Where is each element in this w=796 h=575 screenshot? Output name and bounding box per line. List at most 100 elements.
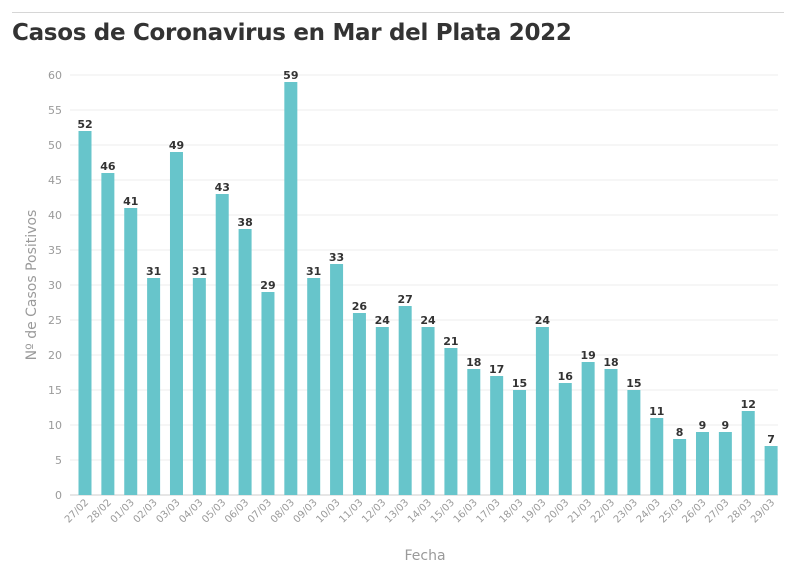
data-label: 24 <box>535 314 551 327</box>
x-axis-title: Fecha <box>404 548 445 564</box>
bar <box>490 376 504 495</box>
bar <box>169 152 183 495</box>
x-tick-label: 24/03 <box>635 497 663 525</box>
y-tick-label: 25 <box>48 314 62 327</box>
x-tick-label: 23/03 <box>612 497 640 525</box>
data-label: 43 <box>215 181 230 194</box>
bar <box>650 418 664 495</box>
y-tick-label: 35 <box>48 244 62 257</box>
data-label: 49 <box>169 139 184 152</box>
y-axis-title: Nº de Casos Positivos <box>24 210 40 361</box>
bar <box>101 173 115 495</box>
data-label: 9 <box>722 419 730 432</box>
data-label: 31 <box>306 265 321 278</box>
y-tick-label: 55 <box>48 104 62 117</box>
x-axis-ticks: 27/0228/0201/0302/0303/0304/0305/0306/03… <box>63 497 777 525</box>
y-tick-label: 10 <box>48 419 62 432</box>
y-tick-label: 15 <box>48 384 62 397</box>
data-label: 15 <box>626 377 641 390</box>
x-tick-label: 07/03 <box>246 497 274 525</box>
x-tick-label: 12/03 <box>360 497 388 525</box>
x-tick-label: 08/03 <box>269 497 297 525</box>
bar <box>695 432 709 495</box>
x-tick-label: 28/03 <box>726 497 754 525</box>
x-tick-label: 28/02 <box>86 497 114 525</box>
x-tick-label: 16/03 <box>452 497 480 525</box>
bar <box>741 411 755 495</box>
bar <box>192 278 206 495</box>
y-tick-label: 0 <box>55 489 62 502</box>
x-tick-label: 17/03 <box>475 497 503 525</box>
data-label: 18 <box>603 356 618 369</box>
bar <box>330 264 344 495</box>
top-divider <box>12 12 784 13</box>
bar <box>124 208 138 495</box>
y-tick-label: 5 <box>55 454 62 467</box>
bar <box>284 82 298 495</box>
data-label: 31 <box>192 265 207 278</box>
data-label: 46 <box>100 160 116 173</box>
x-tick-label: 25/03 <box>658 497 686 525</box>
x-tick-label: 22/03 <box>589 497 617 525</box>
bar <box>444 348 458 495</box>
x-tick-label: 19/03 <box>520 497 548 525</box>
x-tick-label: 01/03 <box>109 497 137 525</box>
x-tick-label: 26/03 <box>680 497 708 525</box>
bar <box>421 327 435 495</box>
bar <box>764 446 778 495</box>
data-label: 19 <box>580 349 595 362</box>
x-tick-label: 29/03 <box>749 497 777 525</box>
data-label: 24 <box>420 314 436 327</box>
data-label: 31 <box>146 265 161 278</box>
bar <box>147 278 161 495</box>
bar <box>78 131 92 495</box>
bar <box>307 278 321 495</box>
bar <box>513 390 527 495</box>
x-tick-label: 15/03 <box>429 497 457 525</box>
data-label: 52 <box>77 118 92 131</box>
x-tick-label: 02/03 <box>132 497 160 525</box>
x-tick-label: 27/03 <box>703 497 731 525</box>
data-label: 26 <box>352 300 368 313</box>
x-tick-label: 09/03 <box>292 497 320 525</box>
data-label: 24 <box>375 314 391 327</box>
bar <box>398 306 412 495</box>
bar <box>215 194 229 495</box>
bar <box>627 390 641 495</box>
data-label: 33 <box>329 251 344 264</box>
bar <box>352 313 366 495</box>
y-tick-label: 60 <box>48 69 62 82</box>
x-tick-label: 27/02 <box>63 497 91 525</box>
bar <box>581 362 595 495</box>
x-tick-label: 03/03 <box>154 497 182 525</box>
y-tick-label: 50 <box>48 139 62 152</box>
x-tick-label: 21/03 <box>566 497 594 525</box>
data-labels: 52 46 41 31 49 31 43 38 29 59 31 33 26 24 27 24 21 18 17 15… <box>77 69 775 446</box>
bar <box>261 292 275 495</box>
bar <box>238 229 252 495</box>
x-tick-label: 14/03 <box>406 497 434 525</box>
data-label: 12 <box>741 398 756 411</box>
data-label: 21 <box>443 335 458 348</box>
data-label: 11 <box>649 405 664 418</box>
bar <box>375 327 389 495</box>
bar <box>604 369 618 495</box>
data-label: 7 <box>767 433 775 446</box>
x-tick-label: 10/03 <box>315 497 343 525</box>
x-tick-label: 13/03 <box>383 497 411 525</box>
bar <box>558 383 572 495</box>
data-label: 17 <box>489 363 504 376</box>
data-label: 9 <box>699 419 707 432</box>
data-label: 8 <box>676 426 684 439</box>
data-label: 59 <box>283 69 298 82</box>
data-label: 15 <box>512 377 527 390</box>
x-tick-label: 18/03 <box>497 497 525 525</box>
y-tick-label: 30 <box>48 279 62 292</box>
bar <box>535 327 549 495</box>
bar <box>718 432 732 495</box>
data-label: 29 <box>260 279 275 292</box>
y-axis-ticks: 0 5 10 15 20 25 30 35 40 45 50 55 60 <box>48 69 62 502</box>
bar <box>673 439 687 495</box>
data-label: 27 <box>398 293 413 306</box>
